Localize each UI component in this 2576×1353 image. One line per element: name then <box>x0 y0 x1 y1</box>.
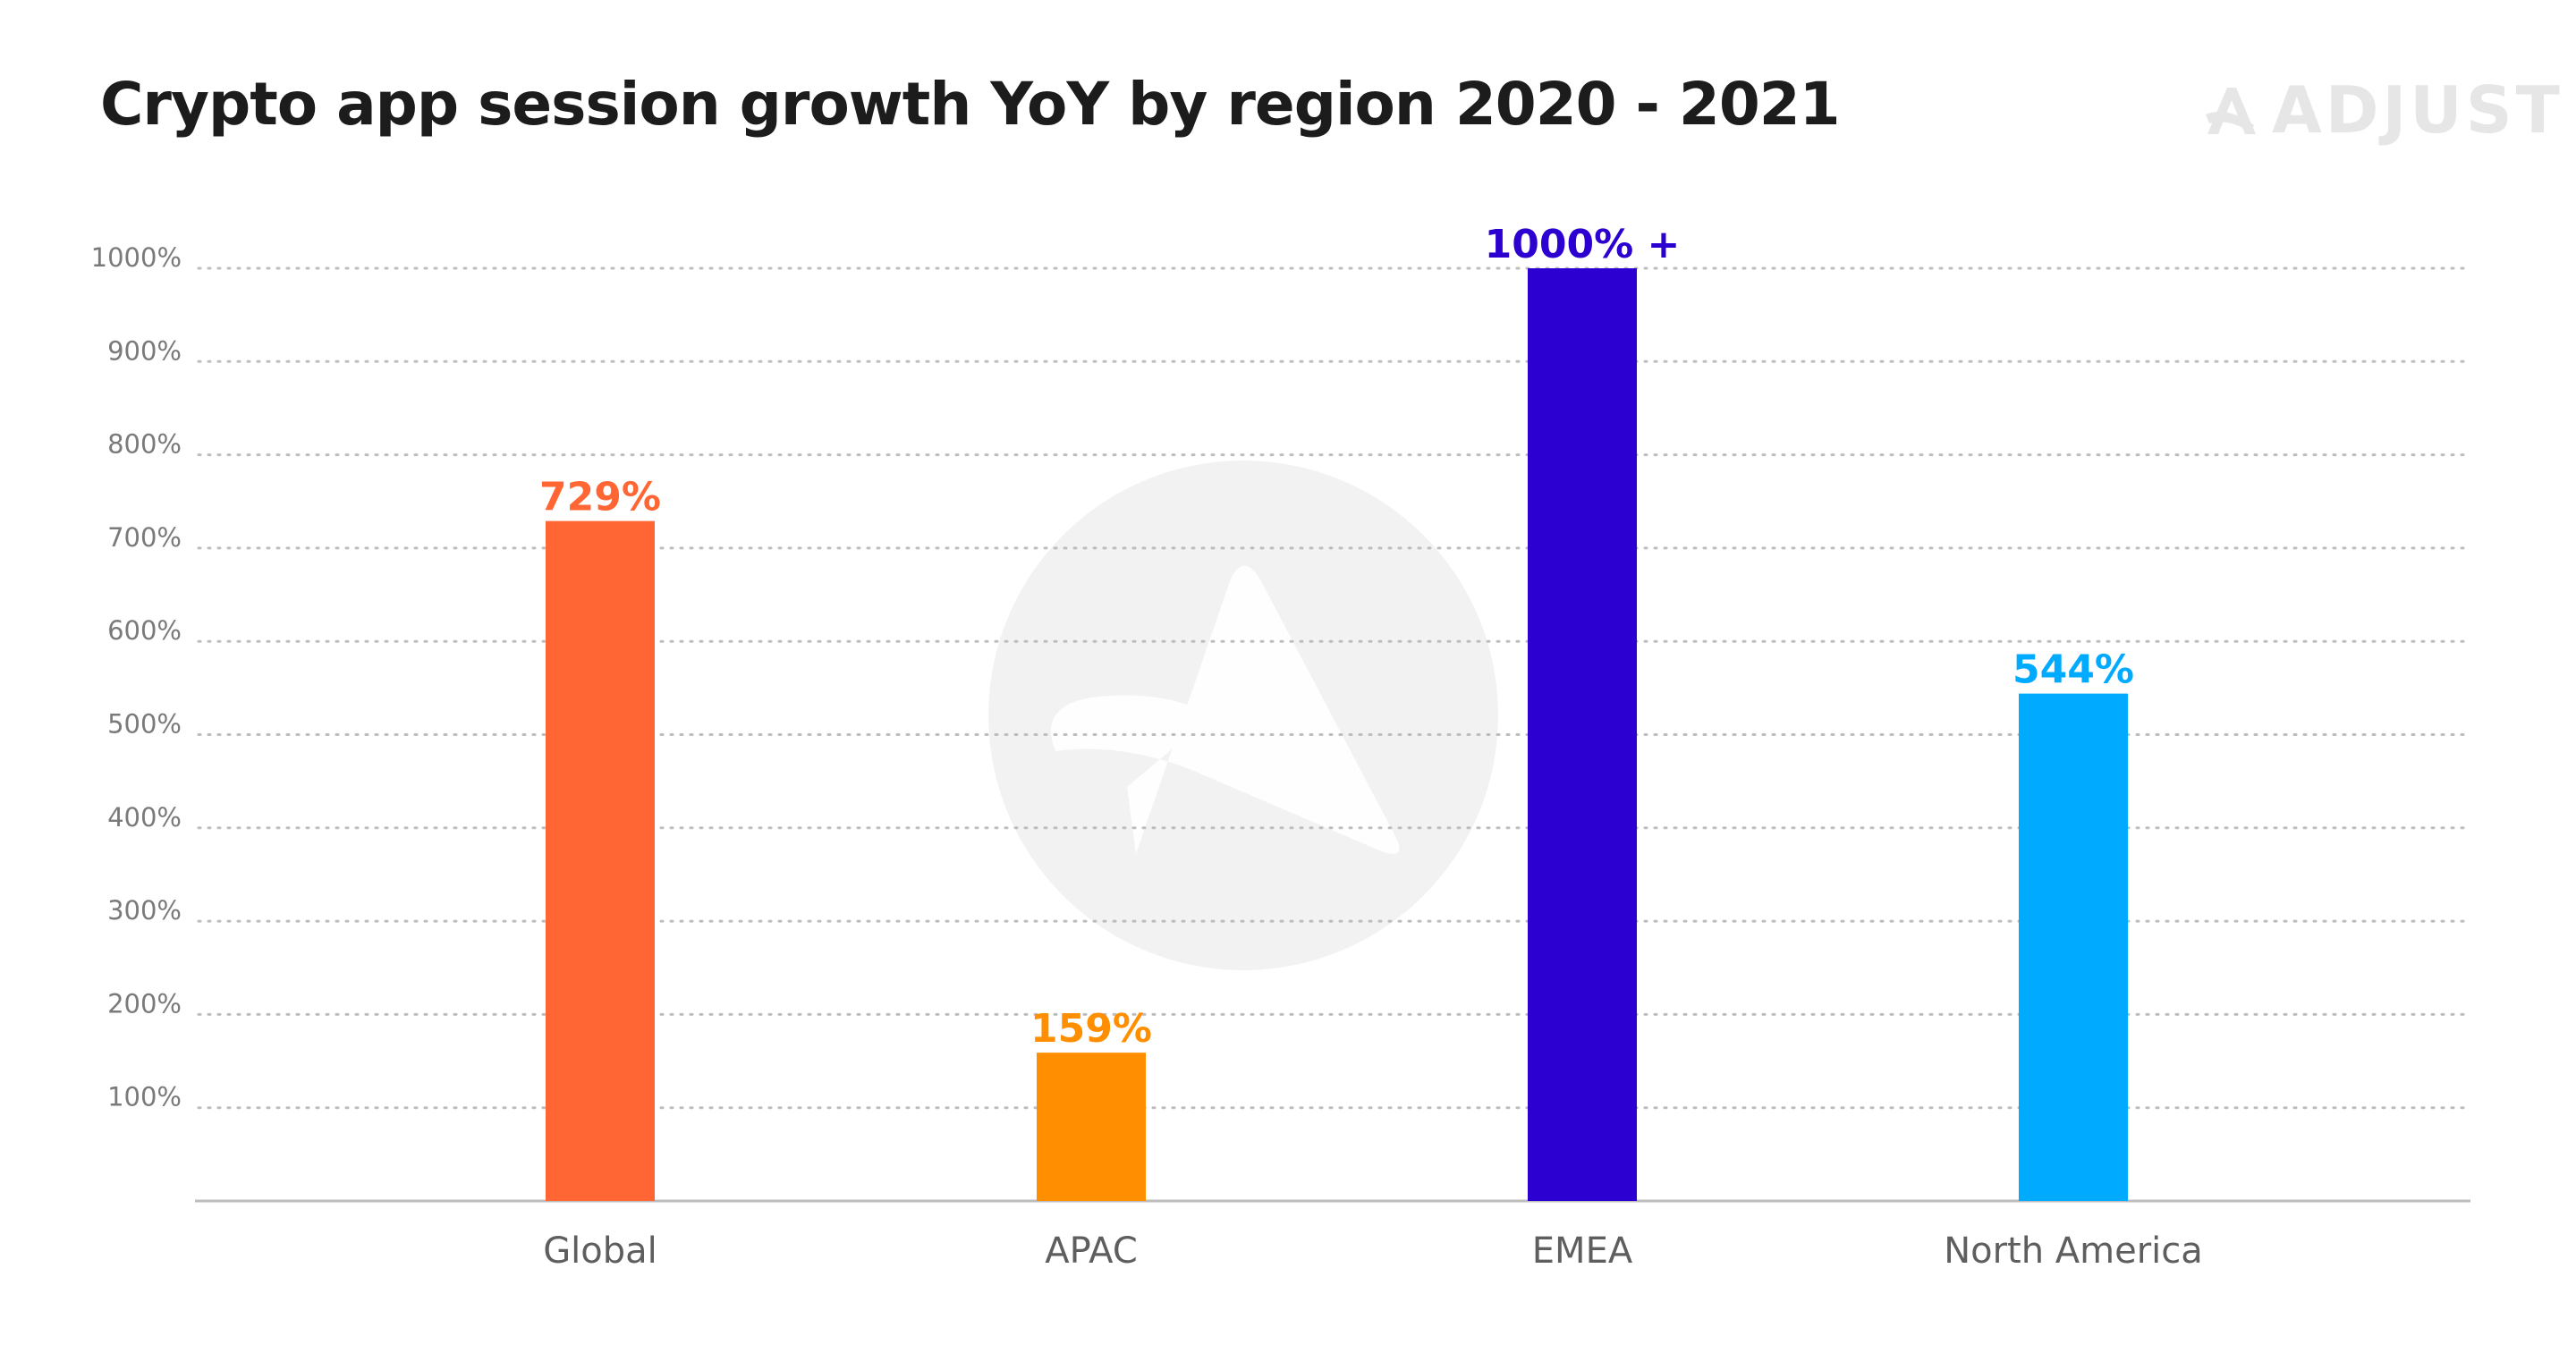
brand-logo: ADJUST <box>2200 70 2563 150</box>
adjust-logo-icon <box>2206 88 2256 134</box>
y-tick-label: 200% <box>107 988 182 1019</box>
y-tick-label: 500% <box>107 709 182 740</box>
data-label: 1000% + <box>1485 222 1681 267</box>
data-label: 544% <box>2012 647 2134 693</box>
watermark-logo <box>988 461 1498 970</box>
bar-emea <box>1528 268 1637 1201</box>
bar-global <box>546 520 655 1201</box>
y-tick-label: 700% <box>107 522 182 553</box>
brand-name: ADJUST <box>2272 72 2563 148</box>
bar-north-america <box>2019 693 2128 1201</box>
x-tick-label: APAC <box>1045 1230 1138 1272</box>
x-axis-labels: Global APAC EMEA North America <box>543 1230 2203 1272</box>
x-tick-label: EMEA <box>1532 1230 1633 1272</box>
y-tick-label: 600% <box>107 615 182 646</box>
x-tick-label: North America <box>1944 1230 2203 1272</box>
bars <box>546 268 2128 1201</box>
y-tick-label: 400% <box>107 802 182 833</box>
y-tick-label: 800% <box>107 429 182 460</box>
data-labels: 729% 159% 1000% + 544% <box>539 222 2134 1052</box>
data-label: 729% <box>539 475 661 520</box>
y-tick-label: 100% <box>107 1082 182 1112</box>
y-axis-ticks: 100% 200% 300% 400% 500% 600% 700% 800% 900% 1000… <box>91 242 182 1112</box>
data-label: 159% <box>1030 1006 1152 1052</box>
y-tick-label: 1000% <box>91 242 182 273</box>
x-tick-label: Global <box>543 1230 657 1272</box>
y-tick-label: 900% <box>107 335 182 366</box>
y-tick-label: 300% <box>107 895 182 926</box>
bar-apac <box>1037 1053 1146 1201</box>
chart-title: Crypto app session growth YoY by region … <box>100 70 1841 139</box>
